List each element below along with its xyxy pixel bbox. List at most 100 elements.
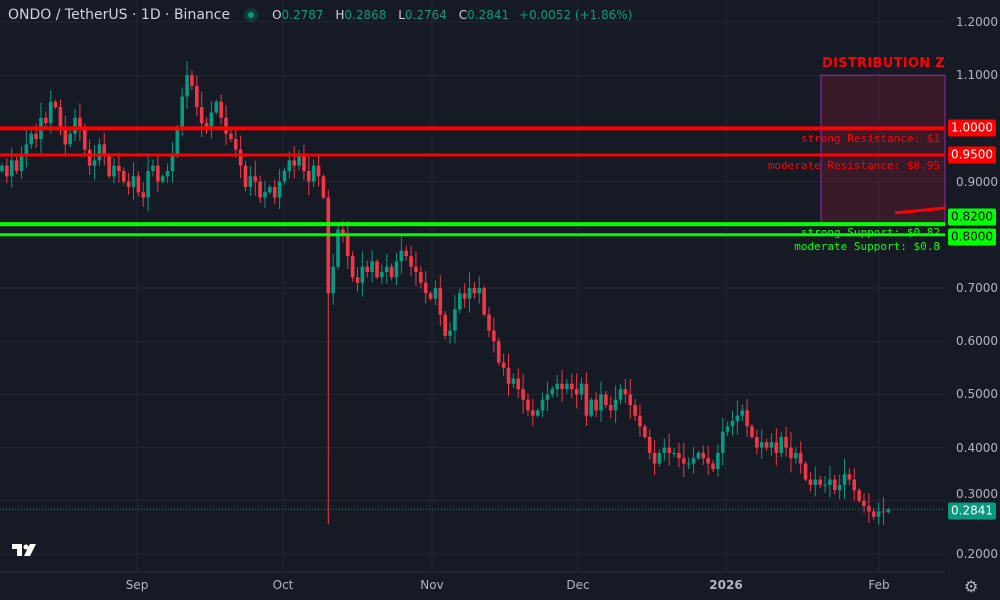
candle-body [302,155,306,171]
candle-body [433,288,438,299]
candle-body [730,421,735,427]
level-annotation: strong Resistance: $1 [800,132,940,146]
candle-body [657,452,662,464]
ohlc-legend: O0.2787 H0.2868 L0.2764 C0.2841 +0.0052 … [272,8,633,22]
candle-body [34,133,38,140]
candle-body [750,426,754,437]
candle-body [53,101,58,108]
candle-body [881,511,886,513]
candle-body [506,367,511,384]
candle-body [78,117,82,129]
price-axis-label: 1.2000 [956,15,998,29]
candle-body [618,389,623,400]
candle-body [462,293,467,299]
distribution-zone-box [820,74,946,225]
candle-body [380,272,384,278]
candle-body [126,181,131,187]
last-price-badge: 0.2841 [948,502,996,520]
symbol-title[interactable]: ONDO / TetherUS · 1D · Binance [8,7,231,23]
candle-body [151,165,155,171]
candle-body [472,288,477,294]
level-price-badge: 0.8200 [948,208,996,226]
candle-body [341,229,345,235]
candle-body [569,383,574,390]
candle-body [628,394,633,406]
candle-body [282,170,287,182]
candle-body [63,128,68,145]
candle-body [87,149,92,166]
candle-body [706,458,710,464]
candle-body [160,176,165,182]
candle-body [511,378,516,384]
candle-body [365,266,370,273]
candle-body [803,463,808,480]
candle-body [277,181,282,198]
change-value: +0.0052 (+1.86%) [518,8,633,22]
candle-body [165,170,170,177]
level-annotation: moderate Support: $0.8 [794,239,940,253]
candle-body [769,442,774,448]
candle-body [837,484,842,491]
candle-body [375,261,379,278]
time-axis-label: Nov [420,578,444,592]
candle-body [496,341,501,363]
level-annotation: strong Support: $0.82 [800,226,940,240]
candle-body [102,144,107,155]
candle-body [190,75,194,86]
candle-body [253,176,258,182]
candle-body [667,447,671,453]
candle-body [141,192,146,198]
candle-body [521,389,525,400]
candle-body [370,261,374,273]
time-axis-label: 2026 [709,578,743,592]
close-value: 0.2841 [467,8,510,22]
candle-body [48,101,53,124]
candle-body [608,405,613,411]
candle-body [438,288,443,315]
candle-body [847,474,852,480]
candle-body [224,117,228,134]
candle-body [448,330,452,336]
candle-body [360,266,365,283]
candle-body [19,155,24,171]
candle-body [701,452,706,459]
candle-body [574,389,579,395]
candle-body [808,479,813,485]
candle-body [755,436,759,448]
candle-body [735,415,740,421]
candle-body [258,181,262,198]
candle-body [686,463,691,465]
candle-body [545,394,550,400]
candle-body [146,170,150,198]
candle-body [9,160,14,177]
level-price-badge: 1.0000 [948,119,996,137]
candle-body [82,128,87,150]
price-axis-label: 0.5000 [956,387,998,402]
level-price-badge: 0.9500 [948,146,996,164]
candle-body [857,490,861,501]
candle-body [185,75,189,97]
time-axis-label: Dec [566,578,590,592]
candle-body [180,96,184,129]
tradingview-logo-icon[interactable] [10,540,38,560]
candle-body [716,452,720,469]
candle-body [886,509,891,513]
candle-body [487,314,491,331]
price-axis-label: 0.4000 [956,440,998,455]
candle-body [862,500,866,507]
candle-body [871,511,876,517]
candle-body [272,186,277,198]
candle-body [672,452,676,454]
candle-body [579,383,584,395]
candle-body [691,458,696,464]
candle-body [58,107,63,129]
settings-gear-icon[interactable]: ⚙ [964,577,979,596]
candle-body [594,399,598,411]
candle-body [219,101,223,118]
high-value: 0.2868 [344,8,387,22]
candle-body [355,277,360,283]
candle-body [550,389,555,395]
candle-body [297,155,301,166]
price-axis-label: 0.7000 [956,281,998,295]
